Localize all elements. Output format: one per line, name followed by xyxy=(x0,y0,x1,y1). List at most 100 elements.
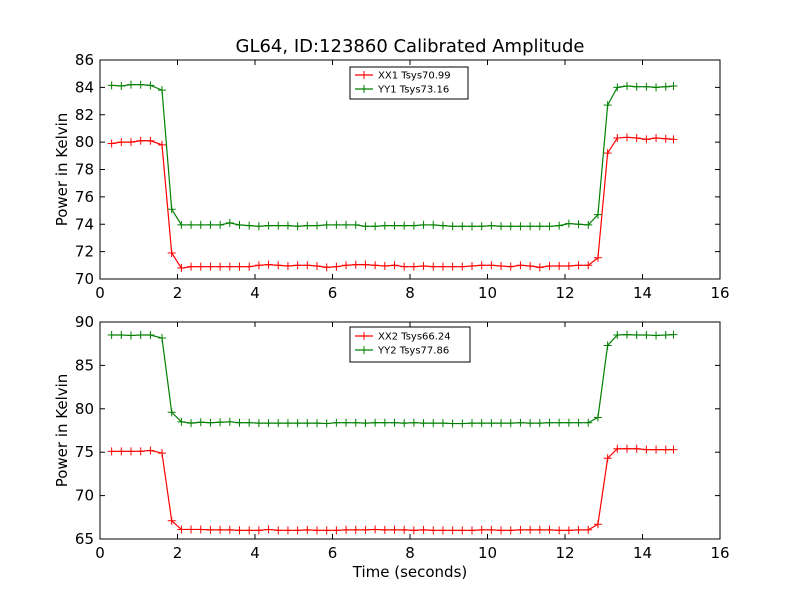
data-point xyxy=(293,419,302,428)
data-point xyxy=(429,220,438,229)
data-point xyxy=(458,526,467,535)
data-point xyxy=(516,418,525,427)
data-point xyxy=(555,418,564,427)
data-point xyxy=(535,419,544,428)
data-point xyxy=(669,135,678,144)
data-point xyxy=(555,262,564,270)
data-point xyxy=(419,262,428,270)
data-point xyxy=(187,220,196,229)
x-tick-label: 2 xyxy=(173,544,183,562)
data-point xyxy=(390,525,399,534)
data-point xyxy=(322,419,331,428)
y-tick-label: 85 xyxy=(75,356,94,374)
data-point xyxy=(642,135,651,144)
data-point xyxy=(669,445,678,454)
data-point xyxy=(632,444,641,453)
data-point xyxy=(564,526,573,535)
x-tick-label: 0 xyxy=(95,284,105,302)
data-point xyxy=(669,330,678,339)
data-point xyxy=(429,419,438,428)
data-point xyxy=(146,81,155,90)
data-point xyxy=(613,134,622,143)
data-point xyxy=(497,526,506,535)
data-point xyxy=(274,221,283,230)
data-point xyxy=(167,516,176,525)
data-point xyxy=(254,261,263,270)
data-point xyxy=(167,408,176,417)
data-point xyxy=(216,418,225,427)
data-point xyxy=(342,418,351,427)
y-tick-label: 75 xyxy=(75,443,94,461)
x-tick-label: 16 xyxy=(710,544,729,562)
data-point xyxy=(342,525,351,534)
plot-marks: 0 2 4 6 8 10 12 14 16 65 70 75 80 85 90 xyxy=(75,313,730,562)
data-point xyxy=(661,445,670,454)
x-tick-label: 4 xyxy=(250,284,260,302)
legend-box xyxy=(349,326,471,363)
data-point xyxy=(400,221,409,230)
data-point xyxy=(661,82,670,91)
data-point xyxy=(593,253,602,262)
data-point xyxy=(206,220,215,229)
data-point xyxy=(497,262,506,270)
y-tick-label: 70 xyxy=(75,487,94,505)
data-point xyxy=(351,418,360,427)
data-point xyxy=(187,262,196,271)
data-point xyxy=(603,454,612,463)
data-point xyxy=(632,82,641,91)
x-tick-label: 10 xyxy=(478,284,497,302)
data-point xyxy=(107,447,116,456)
data-point xyxy=(303,261,312,270)
data-point xyxy=(487,221,496,230)
data-point xyxy=(351,260,360,269)
data-point xyxy=(361,260,370,269)
data-point xyxy=(254,222,263,231)
data-point xyxy=(555,526,564,535)
data-point xyxy=(487,419,496,428)
data-point xyxy=(487,525,496,534)
data-point xyxy=(293,222,302,231)
y-tick-label: 65 xyxy=(75,530,94,548)
legend-marker xyxy=(360,85,368,93)
data-point xyxy=(177,264,186,273)
data-point xyxy=(477,222,486,231)
data-point xyxy=(216,525,225,534)
data-point xyxy=(245,262,254,271)
data-point xyxy=(342,261,351,270)
data-point xyxy=(264,525,273,534)
data-point xyxy=(652,331,661,340)
data-point xyxy=(526,419,535,428)
x-tick-label: 8 xyxy=(405,284,415,302)
data-point xyxy=(497,419,506,428)
data-point xyxy=(642,82,651,91)
data-point xyxy=(235,220,244,229)
data-point xyxy=(293,261,302,270)
data-point xyxy=(283,262,292,270)
y-tick-label: 80 xyxy=(75,133,94,151)
data-point xyxy=(438,419,447,428)
data-point xyxy=(468,526,476,535)
data-point xyxy=(477,525,486,534)
legend-label: XX2 Tsys66.24 xyxy=(378,332,451,343)
legend-label: YY2 Tsys77.86 xyxy=(377,346,449,357)
y-tick-label: 82 xyxy=(75,106,94,124)
data-point xyxy=(468,222,476,231)
data-point xyxy=(652,445,661,454)
data-point xyxy=(274,419,283,428)
data-point xyxy=(419,525,428,534)
x-tick-label: 0 xyxy=(95,544,105,562)
chart-title: GL64, ID:123860 Calibrated Amplitude xyxy=(236,36,585,57)
data-point xyxy=(322,526,331,535)
data-point xyxy=(117,447,126,456)
data-point xyxy=(313,419,321,428)
legend: XX2 Tsys66.24 YY2 Tsys77.86 xyxy=(349,326,471,363)
data-point xyxy=(603,149,612,158)
data-point xyxy=(313,221,321,230)
data-point xyxy=(245,418,254,427)
data-point xyxy=(438,526,447,535)
data-point xyxy=(661,134,670,143)
data-point xyxy=(158,334,166,343)
data-point xyxy=(225,218,234,227)
y-tick-label: 72 xyxy=(75,243,94,261)
data-point xyxy=(584,525,593,534)
